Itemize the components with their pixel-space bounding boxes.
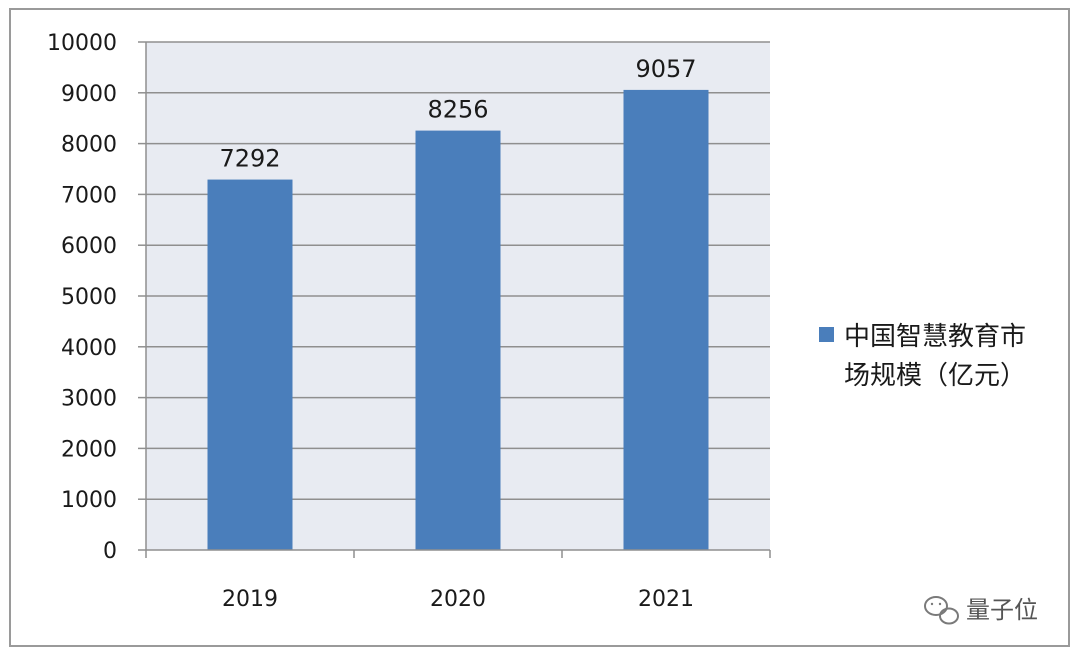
- legend-label-line1: 中国智慧教育市: [844, 322, 1026, 352]
- legend-label-line2: 场规模（亿元）: [844, 361, 1026, 391]
- data-label: 8256: [427, 96, 488, 124]
- x-tick-label: 2019: [222, 587, 278, 612]
- watermark: 量子位: [924, 596, 1038, 625]
- y-tick-label: 7000: [61, 183, 117, 208]
- legend: 中国智慧教育市 场规模（亿元）: [819, 322, 1026, 391]
- y-tick-label: 8000: [61, 133, 117, 158]
- y-tick-label: 5000: [61, 285, 117, 310]
- y-tick-label: 3000: [61, 387, 117, 412]
- bar-2019: [207, 179, 293, 550]
- y-tick-label: 2000: [61, 437, 117, 462]
- x-tick-labels: 2019 2020 2021: [222, 587, 694, 612]
- watermark-label: 量子位: [966, 596, 1038, 624]
- y-tick-label: 10000: [47, 31, 117, 56]
- data-label: 9057: [635, 55, 696, 83]
- y-tick-label: 6000: [61, 234, 117, 259]
- data-labels: 7292 8256 9057: [219, 55, 696, 173]
- axes: [138, 41, 771, 558]
- wechat-icon: [924, 596, 959, 625]
- x-tick-label: 2021: [638, 587, 694, 612]
- y-tick-label: 1000: [61, 488, 117, 513]
- data-label: 7292: [219, 145, 280, 173]
- y-tick-labels: 0 1000 2000 3000 4000 5000 6000 7000 8000 9000 100…: [47, 31, 117, 564]
- bar-2021: [623, 89, 709, 550]
- y-tick-label: 9000: [61, 82, 117, 107]
- legend-swatch: [819, 327, 834, 342]
- bars-group: [207, 89, 709, 550]
- y-tick-label: 0: [103, 539, 117, 564]
- x-tick-label: 2020: [430, 587, 486, 612]
- bar-2020: [415, 130, 501, 550]
- y-tick-label: 4000: [61, 336, 117, 361]
